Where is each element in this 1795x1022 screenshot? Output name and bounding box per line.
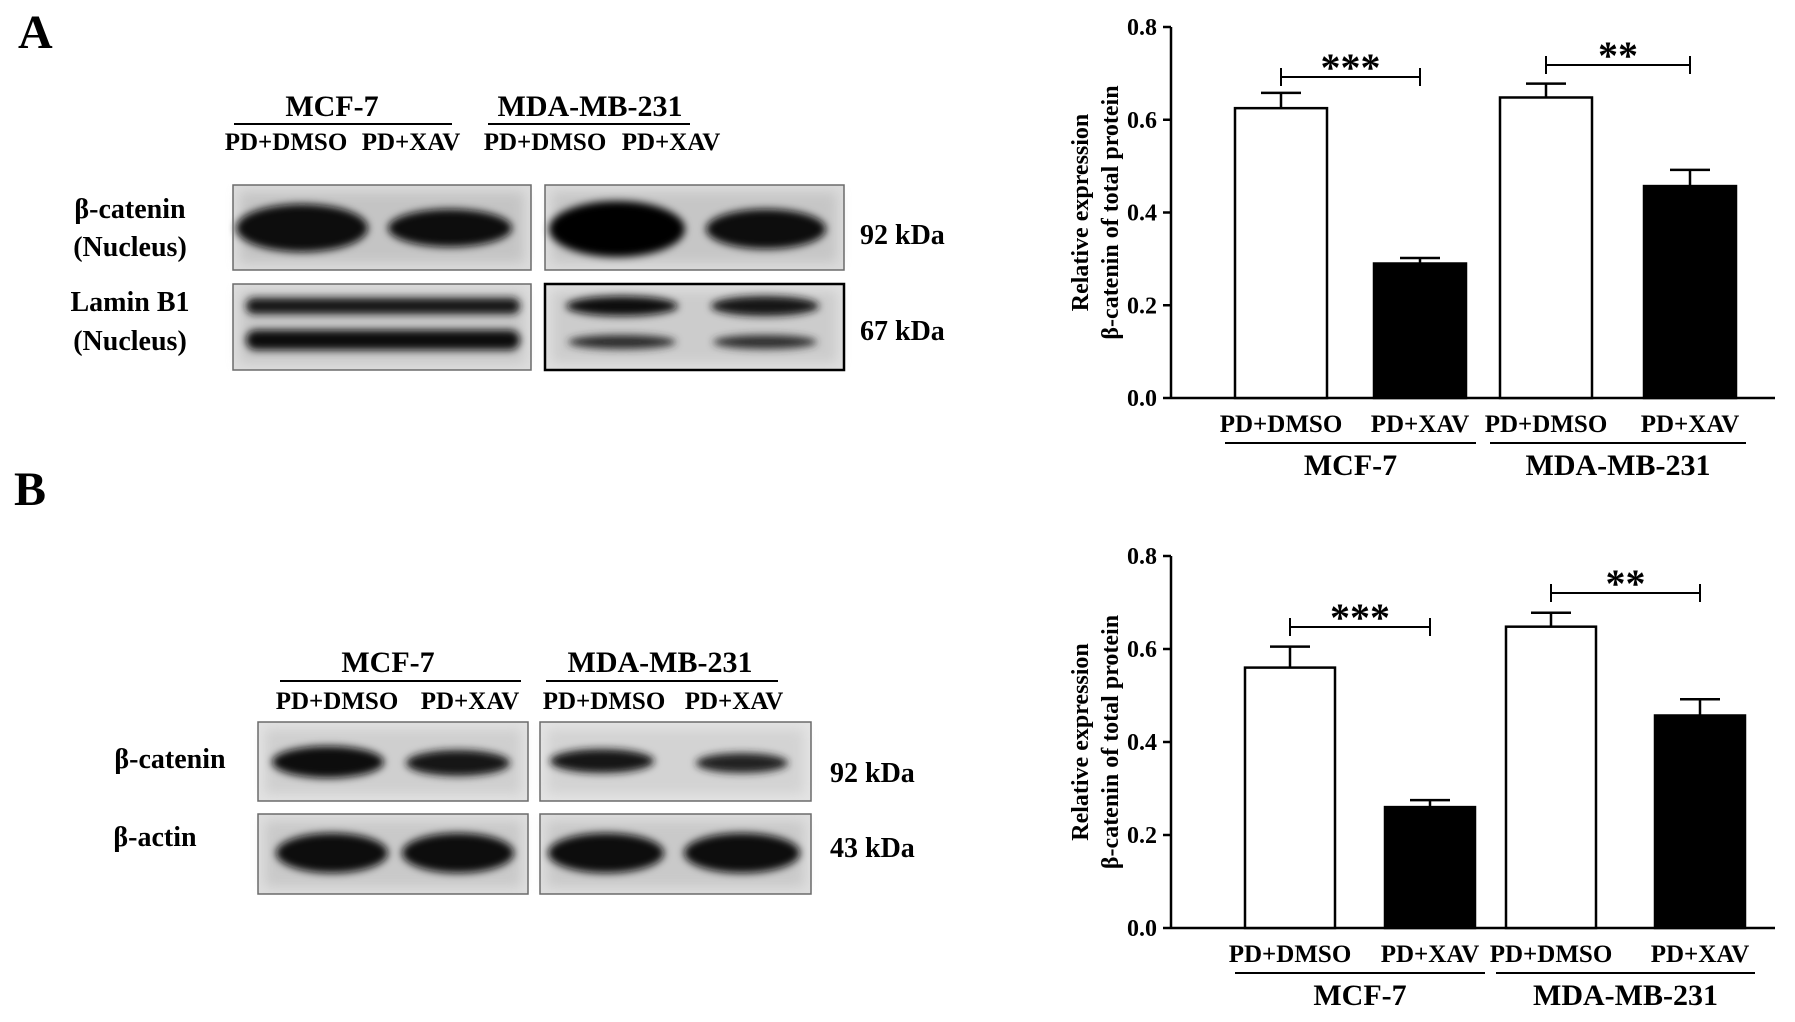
x-tick-label: PD+DMSO: [1485, 411, 1608, 438]
y-tick-label: 0.6: [1127, 108, 1157, 134]
blot-a-lane-2: PD+XAV: [362, 129, 461, 156]
bar: [1233, 106, 1329, 400]
band: [246, 330, 520, 350]
band: [548, 833, 664, 873]
y-tick-label: 0.0: [1127, 916, 1157, 942]
band: [549, 201, 685, 257]
blot-a-row-1-label-line-1: β-catenin: [74, 194, 186, 225]
blot-b-row-2-box-mcf7: [257, 813, 529, 895]
y-axis-label: Relative expression: [1068, 643, 1094, 841]
panel-label-a: A: [18, 6, 53, 59]
bar: [1243, 666, 1337, 930]
blot-a-lane-1: PD+DMSO: [225, 129, 348, 156]
bar: [1504, 625, 1598, 930]
significance-marker: **: [1598, 33, 1638, 78]
y-axis-label: β-catenin of total protein: [1098, 615, 1124, 869]
band: [246, 298, 520, 314]
band: [568, 335, 676, 349]
blot-b-lane-3: PD+DMSO: [543, 688, 666, 715]
bar-chart-b: 0.0 0.2 0.4 0.6 0.8 Relative expression β-cate…: [1068, 544, 1775, 1012]
bar: [1653, 714, 1747, 930]
group-label: MDA-MB-231: [1526, 449, 1711, 482]
x-tick-label: PD+XAV: [1641, 411, 1740, 438]
blot-b-lane-4: PD+XAV: [685, 688, 784, 715]
band: [272, 746, 384, 778]
blot-a-row-2-box-mcf7: [232, 283, 532, 371]
group-label: MCF-7: [1313, 979, 1406, 1012]
band: [276, 833, 388, 873]
blot-a: MCF-7 MDA-MB-231 PD+DMSO PD+XAV PD+DMSO …: [70, 90, 945, 372]
y-tick-label: 0.4: [1127, 730, 1157, 756]
blot-b: MCF-7 MDA-MB-231 PD+DMSO PD+XAV PD+DMSO …: [113, 646, 915, 895]
bar: [1383, 805, 1477, 930]
blot-b-row-2-label: β-actin: [113, 822, 197, 853]
blot-b-row-2-kda: 43 kDa: [830, 833, 915, 864]
blot-a-row-1-kda: 92 kDa: [860, 220, 945, 251]
band: [236, 204, 368, 252]
blot-b-row-1-box-mcf7: [257, 721, 529, 802]
y-axis-label: β-catenin of total protein: [1098, 85, 1124, 339]
y-tick-label: 0.0: [1127, 386, 1157, 412]
blot-b-row-1-label: β-catenin: [114, 744, 226, 775]
blot-a-row-2-box-mda: [543, 282, 846, 372]
band: [713, 335, 817, 349]
x-tick-label: PD+XAV: [1371, 411, 1470, 438]
significance-marker: ***: [1321, 45, 1381, 90]
blot-b-lane-2: PD+XAV: [421, 688, 520, 715]
y-tick-label: 0.8: [1127, 544, 1157, 570]
blot-a-row-1-box-mda: [544, 184, 845, 271]
x-tick-label: PD+DMSO: [1229, 941, 1352, 968]
bar-chart-a: 0.0 0.2 0.4 0.6 0.8 Relative expression β-cate…: [1068, 15, 1775, 482]
group-label: MCF-7: [1304, 449, 1397, 482]
blot-a-row-2-label-line-1: Lamin B1: [70, 287, 189, 318]
band: [402, 833, 514, 873]
blot-a-group-mda: MDA-MB-231: [498, 90, 683, 123]
band: [388, 209, 512, 247]
x-tick-label: PD+XAV: [1381, 941, 1480, 968]
blot-a-row-1-box-mcf7: [232, 184, 532, 271]
x-tick-label: PD+DMSO: [1220, 411, 1343, 438]
band: [566, 296, 678, 316]
y-tick-label: 0.8: [1127, 15, 1157, 41]
band: [406, 750, 510, 776]
bar: [1372, 262, 1468, 400]
blot-b-group-mcf7: MCF-7: [341, 646, 434, 679]
y-axis-label: Relative expression: [1068, 114, 1094, 312]
blot-a-row-2-label-line-2: (Nucleus): [73, 326, 187, 357]
x-tick-label: PD+DMSO: [1490, 941, 1613, 968]
significance-marker: **: [1606, 561, 1646, 606]
blot-b-row-2-box-mda: [539, 813, 812, 895]
x-tick-label: PD+XAV: [1651, 941, 1750, 968]
blot-a-row-2-kda: 67 kDa: [860, 316, 945, 347]
band: [711, 296, 819, 316]
significance-marker: ***: [1330, 595, 1390, 640]
bar: [1642, 184, 1738, 400]
bar: [1498, 96, 1594, 400]
blot-a-group-mcf7: MCF-7: [285, 90, 378, 123]
blot-a-lane-3: PD+DMSO: [484, 129, 607, 156]
blot-a-row-1-label-line-2: (Nucleus): [73, 232, 187, 263]
blot-b-lane-1: PD+DMSO: [276, 688, 399, 715]
band: [684, 833, 800, 873]
y-tick-label: 0.4: [1127, 201, 1157, 227]
band: [706, 209, 826, 249]
blot-a-lane-4: PD+XAV: [622, 129, 721, 156]
blot-b-row-1-box-mda: [539, 721, 812, 802]
y-tick-label: 0.2: [1127, 823, 1157, 849]
blot-b-group-mda: MDA-MB-231: [568, 646, 753, 679]
y-tick-label: 0.2: [1127, 293, 1157, 319]
band: [696, 753, 788, 773]
panel-label-b: B: [14, 463, 46, 516]
y-tick-label: 0.6: [1127, 637, 1157, 663]
group-label: MDA-MB-231: [1533, 979, 1718, 1012]
band: [550, 749, 654, 773]
blot-b-row-1-kda: 92 kDa: [830, 758, 915, 789]
